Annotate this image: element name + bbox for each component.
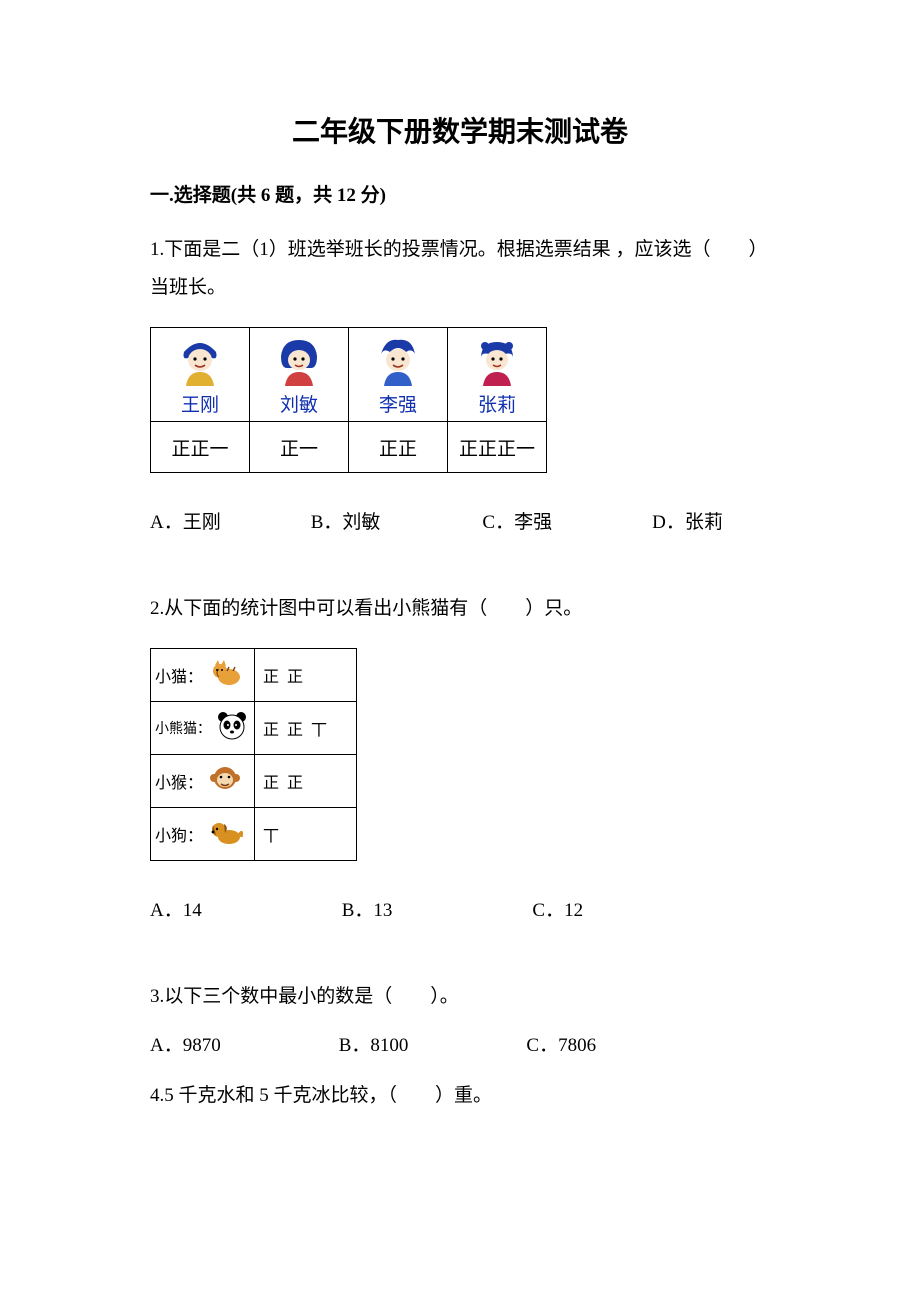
option-a: A．王刚	[150, 507, 221, 534]
candidate-cell: 李强	[349, 328, 448, 422]
q2-text: 2.从下面的统计图中可以看出小熊猫有（ ）只。	[150, 590, 770, 628]
tally-cell: 正一	[250, 422, 349, 473]
option-c: C．李强	[482, 507, 552, 534]
table-row: 小猴： 正 正	[151, 755, 357, 808]
candidate-name: 刘敏	[251, 390, 347, 417]
q4-text: 4.5 千克水和 5 千克冰比较，（ ）重。	[150, 1077, 770, 1115]
table-row: 小狗： 丅	[151, 808, 357, 861]
page-title: 二年级下册数学期末测试卷	[150, 110, 770, 150]
option-d: D．张莉	[652, 507, 723, 534]
tally-cell: 正 正	[255, 649, 357, 702]
q3-options: A．9870 B．8100 C．7806	[150, 1030, 770, 1057]
q3-text: 3.以下三个数中最小的数是（ ）。	[150, 978, 770, 1016]
animal-label-cell: 小狗：	[151, 808, 255, 861]
q1-text-a: 1.下面是二（1）班选举班长的投票情况。根据选票结果 ，应该选（	[150, 239, 711, 260]
girl-face-icon	[475, 338, 519, 386]
q1-options: A．王刚 B．刘敏 C．李强 D．张莉	[150, 507, 770, 534]
tally-cell: 正正正一	[448, 422, 547, 473]
section-heading: 一.选择题(共 6 题，共 12 分)	[150, 180, 770, 207]
tally-cell: 正 正 丅	[255, 702, 357, 755]
option-c: C．12	[532, 895, 583, 922]
table-row: 小猫： 正 正	[151, 649, 357, 702]
option-b: B．8100	[339, 1030, 409, 1057]
candidate-cell: 张莉	[448, 328, 547, 422]
animals-table: 小猫： 正 正 小熊猫：	[150, 648, 357, 861]
q2-text-a: 2.从下面的统计图中可以看出小熊猫有（	[150, 598, 487, 619]
animal-label-cell: 小熊猫：	[151, 702, 255, 755]
animal-label: 小狗：	[155, 822, 203, 846]
option-a: A．9870	[150, 1030, 221, 1057]
table-row: 小熊猫： 正 正 丅	[151, 702, 357, 755]
q1-text: 1.下面是二（1）班选举班长的投票情况。根据选票结果 ，应该选（ ）当班长。	[150, 231, 770, 307]
animal-label: 小熊猫：	[155, 718, 211, 738]
tally-cell: 正 正	[255, 755, 357, 808]
monkey-icon	[209, 764, 241, 799]
tally-cell: 正正一	[151, 422, 250, 473]
boy-face-icon	[178, 338, 222, 386]
option-c: C．7806	[526, 1030, 596, 1057]
cat-icon	[209, 659, 243, 692]
candidates-table: 王刚 刘敏 李强	[150, 327, 547, 473]
dog-icon	[209, 817, 243, 852]
option-b: B．刘敏	[311, 507, 381, 534]
animal-label-cell: 小猫：	[151, 649, 255, 702]
q2-text-b: ）只。	[525, 598, 582, 619]
panda-icon	[217, 711, 247, 746]
option-a: A．14	[150, 895, 202, 922]
tally-cell: 丅	[255, 808, 357, 861]
candidate-name: 王刚	[152, 390, 248, 417]
candidate-name: 张莉	[449, 390, 545, 417]
candidate-name: 李强	[350, 390, 446, 417]
boy-face-icon	[376, 338, 420, 386]
animal-label: 小猴：	[155, 769, 203, 793]
girl-face-icon	[277, 338, 321, 386]
animal-label-cell: 小猴：	[151, 755, 255, 808]
animal-label: 小猫：	[155, 663, 203, 687]
candidate-cell: 王刚	[151, 328, 250, 422]
table-row: 正正一 正一 正正 正正正一	[151, 422, 547, 473]
option-b: B．13	[342, 895, 393, 922]
q2-options: A．14 B．13 C．12	[150, 895, 770, 922]
tally-cell: 正正	[349, 422, 448, 473]
candidate-cell: 刘敏	[250, 328, 349, 422]
table-row: 王刚 刘敏 李强	[151, 328, 547, 422]
